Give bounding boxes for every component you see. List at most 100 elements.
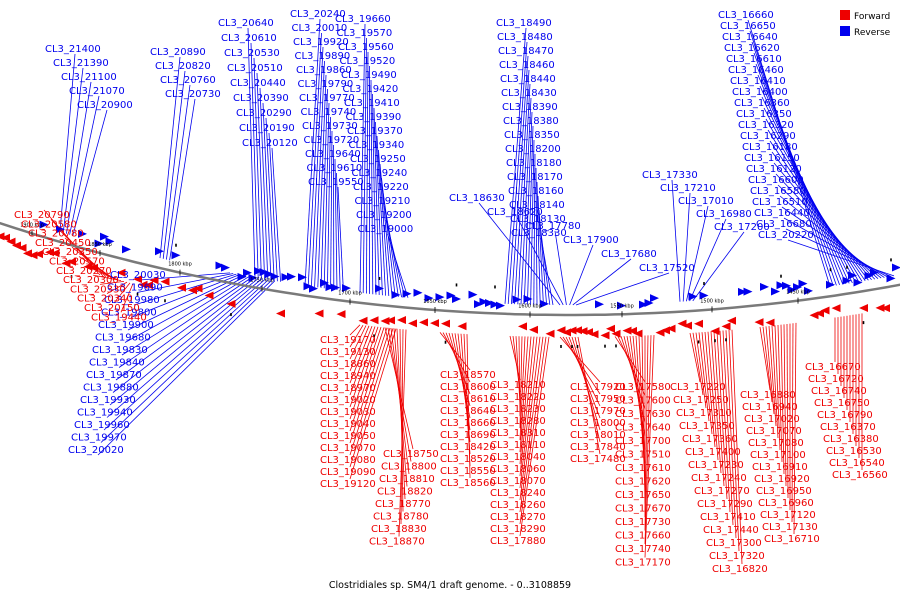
reverse-connector xyxy=(569,244,594,306)
forward-gene-label: CL3_16910 xyxy=(752,462,808,473)
forward-connector xyxy=(780,324,785,475)
reverse-gene-label: CL3_16580 xyxy=(750,186,806,197)
forward-gene-label: CL3_18800 xyxy=(381,462,437,473)
forward-connector xyxy=(695,332,707,409)
forward-connector xyxy=(519,336,523,429)
forward-gene-label: CL3_17400 xyxy=(685,447,741,458)
reverse-gene-label: CL3_16360 xyxy=(734,98,790,109)
marker xyxy=(576,344,579,348)
reverse-connector xyxy=(671,179,681,302)
reverse-gene-label: CL3_16600 xyxy=(748,175,804,186)
forward-gene-arrow xyxy=(694,319,703,328)
forward-gene-label: CL3_17310 xyxy=(676,408,732,419)
reverse-gene-label: CL3_17680 xyxy=(601,249,657,260)
reverse-gene-label: CL3_19920 xyxy=(293,37,349,48)
marker xyxy=(604,344,606,348)
forward-gene-label: CL3_17840 xyxy=(570,442,626,453)
forward-connector xyxy=(349,327,382,420)
forward-gene-arrow xyxy=(67,257,76,266)
forward-gene-label: CL3_16370 xyxy=(820,422,876,433)
forward-gene-label: CL3_16530 xyxy=(826,446,882,457)
reverse-gene-arrow xyxy=(446,291,456,300)
reverse-connector xyxy=(66,81,92,234)
forward-connector xyxy=(722,330,734,526)
reverse-gene-arrow xyxy=(870,268,879,277)
forward-gene-arrow xyxy=(397,316,406,325)
forward-gene-label: CL3_16560 xyxy=(832,470,888,481)
reverse-gene-label: CL3_19980 xyxy=(104,295,160,306)
reverse-gene-arrow xyxy=(848,271,857,280)
forward-gene-arrow xyxy=(545,329,555,338)
reverse-gene-arrow xyxy=(122,245,131,254)
reverse-gene-label: CL3_18350 xyxy=(504,130,560,141)
reverse-gene-label: CL3_16460 xyxy=(728,65,784,76)
forward-gene-label: CL3_17660 xyxy=(615,531,671,542)
reverse-gene-arrow xyxy=(424,294,434,303)
marker xyxy=(697,340,700,344)
reverse-connector xyxy=(162,70,186,259)
reverse-gene-label: CL3_18170 xyxy=(507,172,563,183)
reverse-gene-label: CL3_16610 xyxy=(726,54,782,65)
tick-label: 1850 kbp xyxy=(88,242,112,248)
reverse-gene-label: CL3_20290 xyxy=(236,108,292,119)
forward-connector xyxy=(731,329,743,565)
forward-gene-arrow xyxy=(28,251,38,260)
reverse-gene-label: CL3_19250 xyxy=(350,154,406,165)
forward-gene-label: CL3_19130 xyxy=(320,347,376,358)
forward-gene-label: CL3_18420 xyxy=(440,442,496,453)
forward-gene-label: CL3_18060 xyxy=(490,464,546,475)
reverse-gene-label: CL3_19610 xyxy=(307,163,363,174)
forward-gene-arrow xyxy=(820,306,830,315)
forward-gene-arrow xyxy=(457,322,467,331)
forward-connector xyxy=(519,336,541,501)
reverse-gene-label: CL3_18140 xyxy=(509,200,565,211)
forward-connector xyxy=(777,325,783,463)
forward-gene-label: CL3_18070 xyxy=(490,476,546,487)
tick-label: 1750 kbp xyxy=(250,278,274,284)
gene-labels: CL3_21400 CL3_21390 CL3_21100 CL3_21070 CL3_… xyxy=(14,9,888,575)
reverse-gene-label: CL3_20190 xyxy=(239,123,295,134)
forward-gene-arrow xyxy=(0,232,5,241)
forward-gene-label: CL3_17650 xyxy=(615,490,671,501)
marker xyxy=(560,344,562,348)
forward-gene-arrow xyxy=(89,263,98,272)
reverse-gene-arrow xyxy=(375,284,384,293)
forward-gene-label: CL3_18570 xyxy=(440,370,496,381)
forward-gene-label: CL3_18280 xyxy=(490,416,546,427)
forward-gene-label: CL3_18970 xyxy=(320,383,376,394)
forward-gene-label: CL3_20270 xyxy=(56,266,112,277)
reverse-gene-arrow xyxy=(325,283,335,292)
forward-gene-arrow xyxy=(765,318,775,327)
forward-gene-label: CL3_17920 xyxy=(570,382,626,393)
forward-gene-arrow xyxy=(628,326,637,335)
forward-gene-arrow xyxy=(133,275,142,284)
tick-label: 1800 kbp xyxy=(168,262,192,268)
reverse-connector xyxy=(533,153,536,305)
reverse-gene-arrow xyxy=(468,290,478,299)
forward-gene-arrow xyxy=(386,316,395,325)
reverse-connector xyxy=(115,277,256,381)
reverse-gene-label: CL3_19560 xyxy=(338,42,394,53)
reverse-connector xyxy=(537,195,544,305)
marker xyxy=(714,339,716,343)
forward-gene-arrow xyxy=(226,299,236,308)
reverse-gene-label: CL3_20030 xyxy=(110,270,166,281)
forward-connector xyxy=(644,335,655,558)
forward-gene-label: CL3_17480 xyxy=(570,454,626,465)
reverse-gene-arrow xyxy=(259,268,269,277)
reverse-gene-arrow xyxy=(413,288,423,297)
reverse-gene-label: CL3_20640 xyxy=(218,18,274,29)
reverse-gene-label: CL3_16660 xyxy=(718,10,774,21)
reverse-gene-arrow xyxy=(617,301,626,310)
forward-connector xyxy=(783,324,787,487)
reverse-gene-label: CL3_16980 xyxy=(696,209,752,220)
marker xyxy=(862,321,865,325)
forward-gene-label: CL3_17290 xyxy=(697,499,753,510)
forward-connector xyxy=(466,334,471,479)
reverse-gene-arrow xyxy=(237,272,247,281)
reverse-gene-arrow xyxy=(331,283,340,292)
marker xyxy=(615,344,617,348)
forward-gene-label: CL3_16750 xyxy=(814,398,870,409)
reverse-connector xyxy=(520,97,532,305)
reverse-gene-arrow xyxy=(743,287,753,296)
